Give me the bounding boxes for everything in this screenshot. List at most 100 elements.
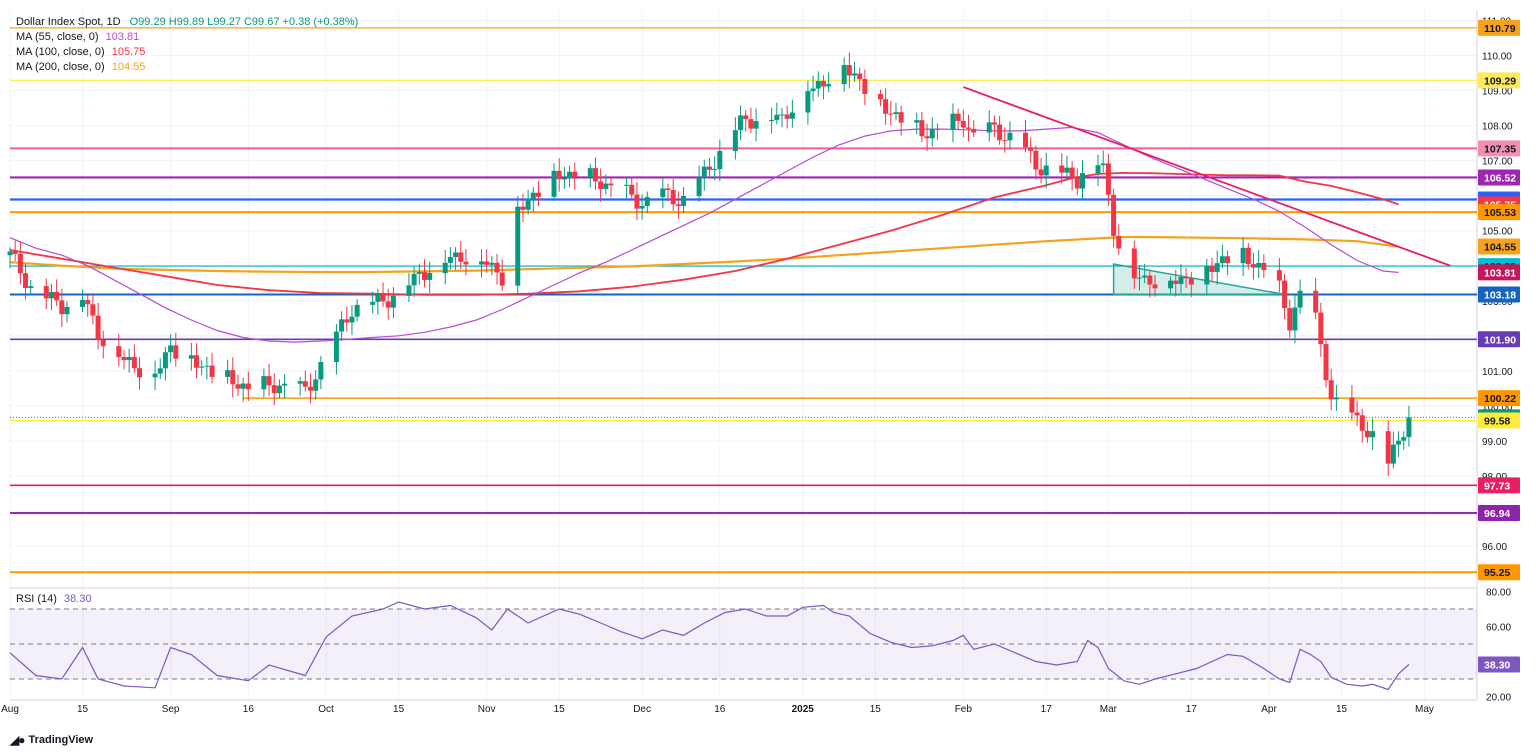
candle-up	[789, 112, 795, 119]
candle-up	[354, 304, 360, 317]
candle-up	[587, 168, 593, 178]
candle-up	[732, 130, 738, 151]
candle-down	[1282, 280, 1288, 309]
candle-down	[116, 346, 122, 358]
candle-up	[406, 285, 412, 296]
time-tick-label: 15	[870, 704, 882, 715]
candle-down	[1069, 167, 1075, 178]
time-tick-label: Apr	[1261, 704, 1277, 715]
candle-up	[1370, 431, 1376, 438]
candle-up	[603, 183, 609, 190]
candle-up	[1095, 165, 1101, 174]
candle-up	[1080, 173, 1085, 189]
time-axis[interactable]: Aug 15 Sep 16 Oct 15 Nov 15 Dec 16 2025 15 Feb 17 Mar 1…	[1, 704, 1434, 715]
candle-up	[1401, 437, 1407, 441]
candle-up	[370, 301, 376, 305]
ma55-value: 103.81	[105, 31, 140, 43]
price-tag-104.55: 104.55	[1484, 241, 1516, 253]
legend-ma100[interactable]: MA (100, close, 0) 105.75	[16, 45, 145, 60]
candle-up	[712, 169, 718, 171]
rsi-tick-label: 60.00	[1486, 623, 1511, 634]
candle-up	[442, 262, 448, 274]
candle-down	[971, 128, 977, 133]
candle-down	[385, 301, 391, 308]
candle-up	[929, 128, 935, 139]
price-axis-labels: 110.79109.29107.35106.52105.89105.75105.…	[1478, 19, 1520, 673]
candle-down	[919, 120, 925, 137]
candle-down	[862, 79, 868, 94]
candle-up	[1204, 266, 1210, 285]
candle-down	[608, 183, 614, 186]
candle-down	[209, 365, 215, 377]
candle-down	[1116, 235, 1122, 249]
candle-down	[194, 355, 200, 368]
time-tick-label: May	[1415, 704, 1434, 715]
candle-up	[1178, 276, 1184, 284]
candle-down	[743, 115, 749, 120]
candle-up	[282, 383, 288, 386]
candle-down	[924, 136, 930, 139]
candle-up	[199, 366, 205, 368]
candle-up	[240, 383, 246, 389]
candle-down	[12, 251, 18, 254]
candle-up	[681, 195, 687, 206]
rsi-tick-label: 80.00	[1486, 588, 1511, 599]
legend-ma55[interactable]: MA (55, close, 0) 103.81	[16, 30, 139, 45]
candle-down	[1023, 132, 1029, 148]
candle-down	[484, 261, 490, 265]
legend-ma200[interactable]: MA (200, close, 0) 104.55	[16, 60, 145, 75]
candle-up	[805, 91, 811, 113]
price-tag-bg	[1478, 331, 1520, 348]
candle-down	[95, 315, 101, 340]
candle-down	[520, 206, 526, 210]
time-tick-label: 15	[554, 704, 566, 715]
candle-down	[706, 166, 712, 170]
price-tick-label: 107.00	[1482, 157, 1513, 168]
price-tick-label: 101.00	[1482, 367, 1513, 378]
price-tag-bg	[1478, 238, 1520, 255]
candle-up	[7, 251, 13, 256]
candle-down	[877, 93, 883, 100]
price-tag-97.73: 97.73	[1484, 480, 1510, 492]
rsi-line	[9, 601, 1410, 691]
candle-down	[1318, 312, 1324, 345]
candle-up	[1390, 444, 1396, 464]
candle-down	[499, 272, 505, 286]
candle-up	[1219, 256, 1225, 264]
candle-down	[494, 262, 500, 273]
candle-up	[567, 171, 573, 179]
candle-down	[230, 370, 236, 385]
candle-down	[784, 114, 790, 119]
candle-down	[898, 112, 904, 123]
legend-rsi[interactable]: RSI (14) 38.30	[16, 592, 92, 607]
candle-up	[1297, 290, 1303, 308]
time-tick-label: Dec	[633, 704, 651, 715]
candle-up	[349, 316, 355, 323]
ohlc-values: O99.29 H99.89 L99.27 C99.67 +0.38 (+0.38…	[129, 16, 359, 28]
candle-down	[1354, 412, 1360, 416]
candle-up	[152, 373, 158, 378]
candle-up	[1142, 275, 1148, 278]
time-tick-label: Sep	[162, 704, 180, 715]
price-tag-bg	[1478, 264, 1520, 281]
candle-down	[235, 384, 241, 389]
candle-down	[421, 272, 427, 280]
candle-down	[1313, 290, 1319, 313]
candle-down	[991, 122, 997, 125]
candle-down	[100, 339, 106, 347]
candle-down	[1364, 430, 1370, 438]
price-tag-110.79: 110.79	[1484, 23, 1516, 35]
symbol-title[interactable]: Dollar Index Spot, 1D	[16, 16, 121, 28]
candle-down	[173, 345, 179, 359]
price-grid	[9, 10, 1478, 701]
candle-down	[1074, 177, 1080, 189]
candle-up	[453, 252, 459, 258]
tradingview-logo[interactable]: ◢● TradingView	[10, 733, 93, 747]
price-tag-99.58: 99.58	[1484, 416, 1510, 428]
legend-main[interactable]: Dollar Index Spot, 1D O99.29 H99.89 L99.…	[16, 15, 358, 30]
candle-down	[934, 128, 940, 130]
candle-down	[302, 381, 308, 387]
candle-down	[820, 80, 826, 87]
ma100-line	[9, 171, 1399, 296]
candle-up	[774, 114, 780, 120]
